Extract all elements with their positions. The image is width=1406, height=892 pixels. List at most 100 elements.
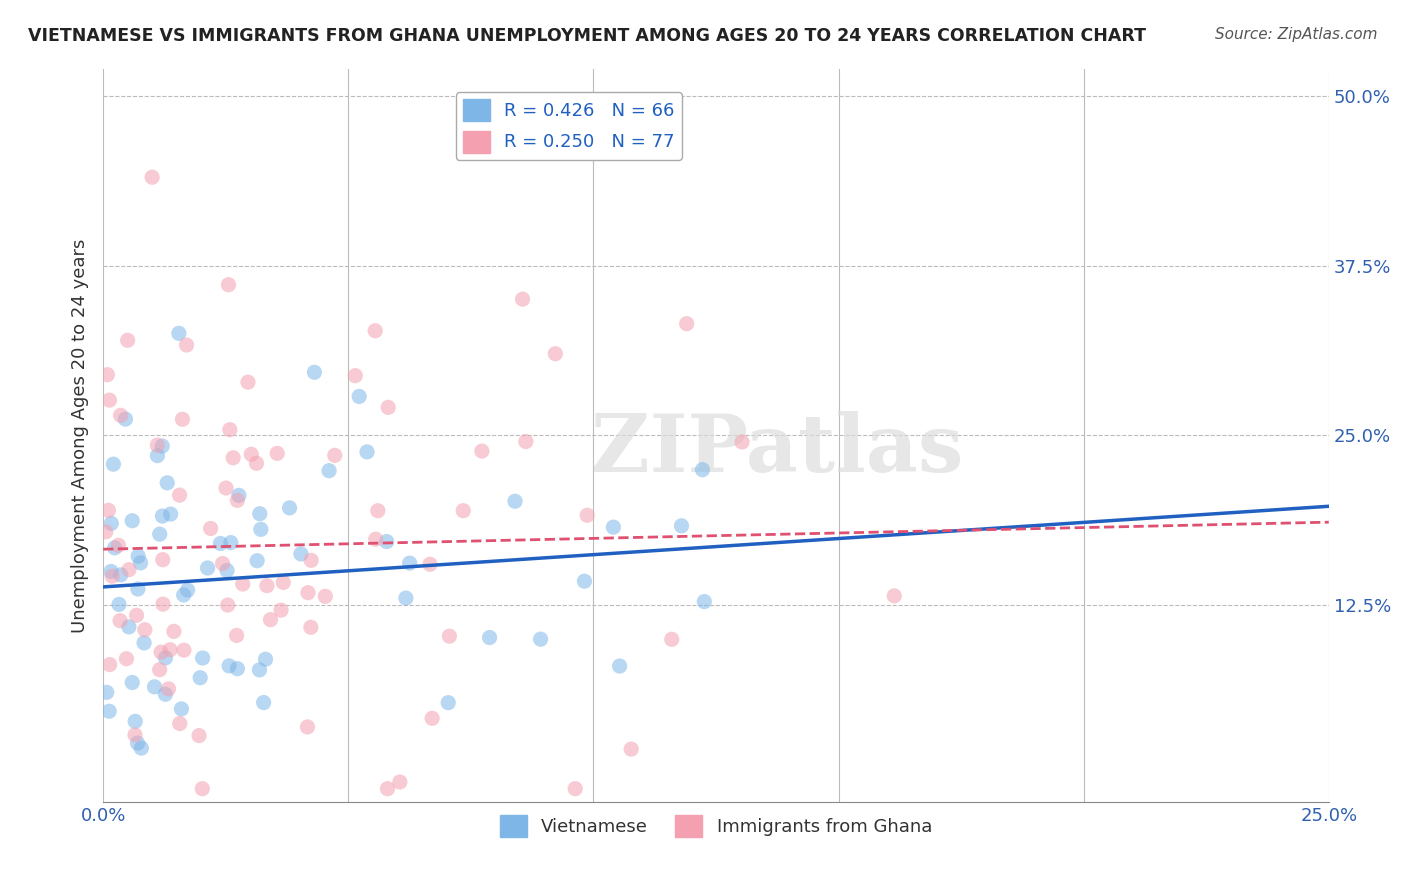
Point xyxy=(176,583,198,598)
Point xyxy=(377,781,399,796)
Point xyxy=(98,657,121,672)
Point xyxy=(134,623,156,637)
Point xyxy=(110,567,132,582)
Point xyxy=(127,582,149,596)
Point xyxy=(218,423,240,437)
Point xyxy=(103,457,125,471)
Point xyxy=(155,687,177,701)
Point xyxy=(146,449,169,463)
Point xyxy=(602,520,624,534)
Point xyxy=(129,556,152,570)
Point xyxy=(188,671,211,685)
Point xyxy=(217,277,239,292)
Point xyxy=(152,552,174,566)
Point xyxy=(576,508,599,523)
Point xyxy=(225,628,247,642)
Point xyxy=(249,507,271,521)
Point xyxy=(125,608,148,623)
Point xyxy=(188,729,211,743)
Point xyxy=(146,438,169,452)
Point xyxy=(226,493,249,508)
Point xyxy=(191,651,214,665)
Point xyxy=(96,368,118,382)
Point xyxy=(121,514,143,528)
Point xyxy=(420,711,443,725)
Text: Source: ZipAtlas.com: Source: ZipAtlas.com xyxy=(1215,27,1378,42)
Point xyxy=(169,716,191,731)
Point xyxy=(240,447,263,461)
Point xyxy=(163,624,186,639)
Point xyxy=(94,524,117,539)
Point xyxy=(515,434,537,449)
Point xyxy=(159,642,181,657)
Point xyxy=(132,636,155,650)
Point xyxy=(114,412,136,426)
Point xyxy=(100,565,122,579)
Point xyxy=(124,714,146,729)
Point xyxy=(299,553,322,567)
Point xyxy=(388,775,411,789)
Point xyxy=(278,500,301,515)
Point xyxy=(219,535,242,549)
Point xyxy=(661,632,683,647)
Point xyxy=(104,541,127,555)
Point xyxy=(271,575,294,590)
Point xyxy=(574,574,596,589)
Point xyxy=(110,409,132,423)
Point xyxy=(197,561,219,575)
Point xyxy=(245,456,267,470)
Point xyxy=(124,728,146,742)
Point xyxy=(215,481,238,495)
Point xyxy=(270,603,292,617)
Point xyxy=(252,696,274,710)
Point xyxy=(127,736,149,750)
Point xyxy=(141,170,163,185)
Point xyxy=(157,681,180,696)
Text: VIETNAMESE VS IMMIGRANTS FROM GHANA UNEMPLOYMENT AMONG AGES 20 TO 24 YEARS CORRE: VIETNAMESE VS IMMIGRANTS FROM GHANA UNEM… xyxy=(28,27,1146,45)
Point xyxy=(176,338,198,352)
Point xyxy=(121,675,143,690)
Legend: Vietnamese, Immigrants from Ghana: Vietnamese, Immigrants from Ghana xyxy=(492,808,939,845)
Point xyxy=(98,393,121,408)
Point xyxy=(108,614,131,628)
Point xyxy=(377,401,399,415)
Point xyxy=(609,659,631,673)
Point xyxy=(222,450,245,465)
Point xyxy=(211,557,233,571)
Point xyxy=(356,445,378,459)
Point xyxy=(150,439,173,453)
Point xyxy=(167,326,190,341)
Point xyxy=(256,579,278,593)
Point xyxy=(143,680,166,694)
Point xyxy=(471,444,494,458)
Point xyxy=(200,521,222,535)
Point xyxy=(218,659,240,673)
Point xyxy=(323,448,346,462)
Point xyxy=(97,503,120,517)
Point xyxy=(693,594,716,608)
Point xyxy=(529,632,551,647)
Point xyxy=(155,651,177,665)
Point xyxy=(115,652,138,666)
Point xyxy=(451,504,474,518)
Point xyxy=(150,645,173,659)
Point xyxy=(107,538,129,552)
Point xyxy=(149,527,172,541)
Point xyxy=(226,662,249,676)
Point xyxy=(172,412,194,426)
Point xyxy=(246,554,269,568)
Point xyxy=(127,549,149,564)
Point xyxy=(318,464,340,478)
Point xyxy=(254,652,277,666)
Point xyxy=(883,589,905,603)
Point xyxy=(98,704,121,718)
Point xyxy=(364,532,387,546)
Point xyxy=(266,446,288,460)
Point xyxy=(100,516,122,531)
Point xyxy=(152,509,174,524)
Point xyxy=(101,569,124,583)
Point xyxy=(159,507,181,521)
Point xyxy=(170,702,193,716)
Point xyxy=(209,536,232,550)
Point xyxy=(395,591,418,606)
